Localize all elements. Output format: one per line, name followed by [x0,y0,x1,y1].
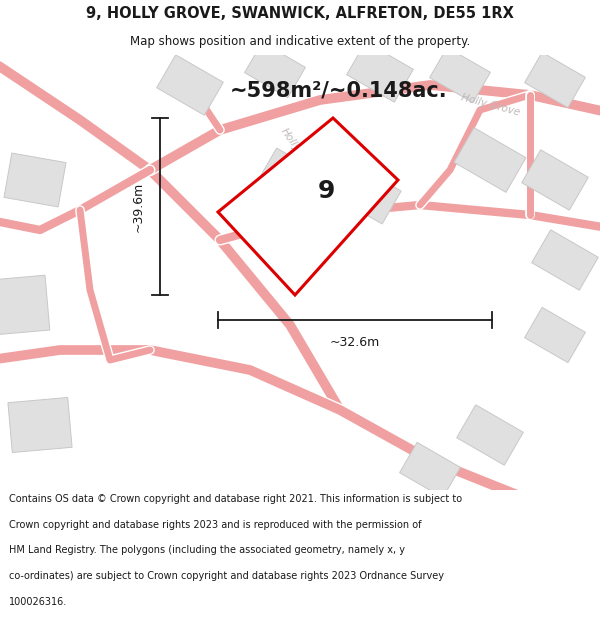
Polygon shape [339,166,401,224]
Text: Holly Grove: Holly Grove [460,92,520,118]
Polygon shape [157,55,223,115]
Polygon shape [0,275,50,335]
Polygon shape [454,127,526,192]
Text: Holly: Holly [278,126,302,154]
Polygon shape [532,230,598,290]
Text: Contains OS data © Crown copyright and database right 2021. This information is : Contains OS data © Crown copyright and d… [9,494,462,504]
Polygon shape [524,52,586,107]
Text: co-ordinates) are subject to Crown copyright and database rights 2023 Ordnance S: co-ordinates) are subject to Crown copyr… [9,571,444,581]
Text: Grove: Grove [297,149,323,181]
Polygon shape [218,118,398,295]
Polygon shape [521,150,589,210]
Text: HM Land Registry. The polygons (including the associated geometry, namely x, y: HM Land Registry. The polygons (includin… [9,546,405,556]
Polygon shape [400,442,460,498]
Polygon shape [430,48,490,102]
Polygon shape [256,148,325,212]
Polygon shape [8,398,72,452]
Text: 9: 9 [317,179,335,203]
Polygon shape [347,42,413,102]
Text: ~39.6m: ~39.6m [131,181,145,232]
Text: Map shows position and indicative extent of the property.: Map shows position and indicative extent… [130,35,470,48]
Text: 100026316.: 100026316. [9,597,67,607]
Polygon shape [4,153,66,207]
Text: ~598m²/~0.148ac.: ~598m²/~0.148ac. [230,80,448,100]
Polygon shape [457,405,523,465]
Text: ~32.6m: ~32.6m [330,336,380,349]
Polygon shape [245,42,305,98]
Polygon shape [524,308,586,362]
Text: 9, HOLLY GROVE, SWANWICK, ALFRETON, DE55 1RX: 9, HOLLY GROVE, SWANWICK, ALFRETON, DE55… [86,6,514,21]
Text: Crown copyright and database rights 2023 and is reproduced with the permission o: Crown copyright and database rights 2023… [9,520,421,530]
